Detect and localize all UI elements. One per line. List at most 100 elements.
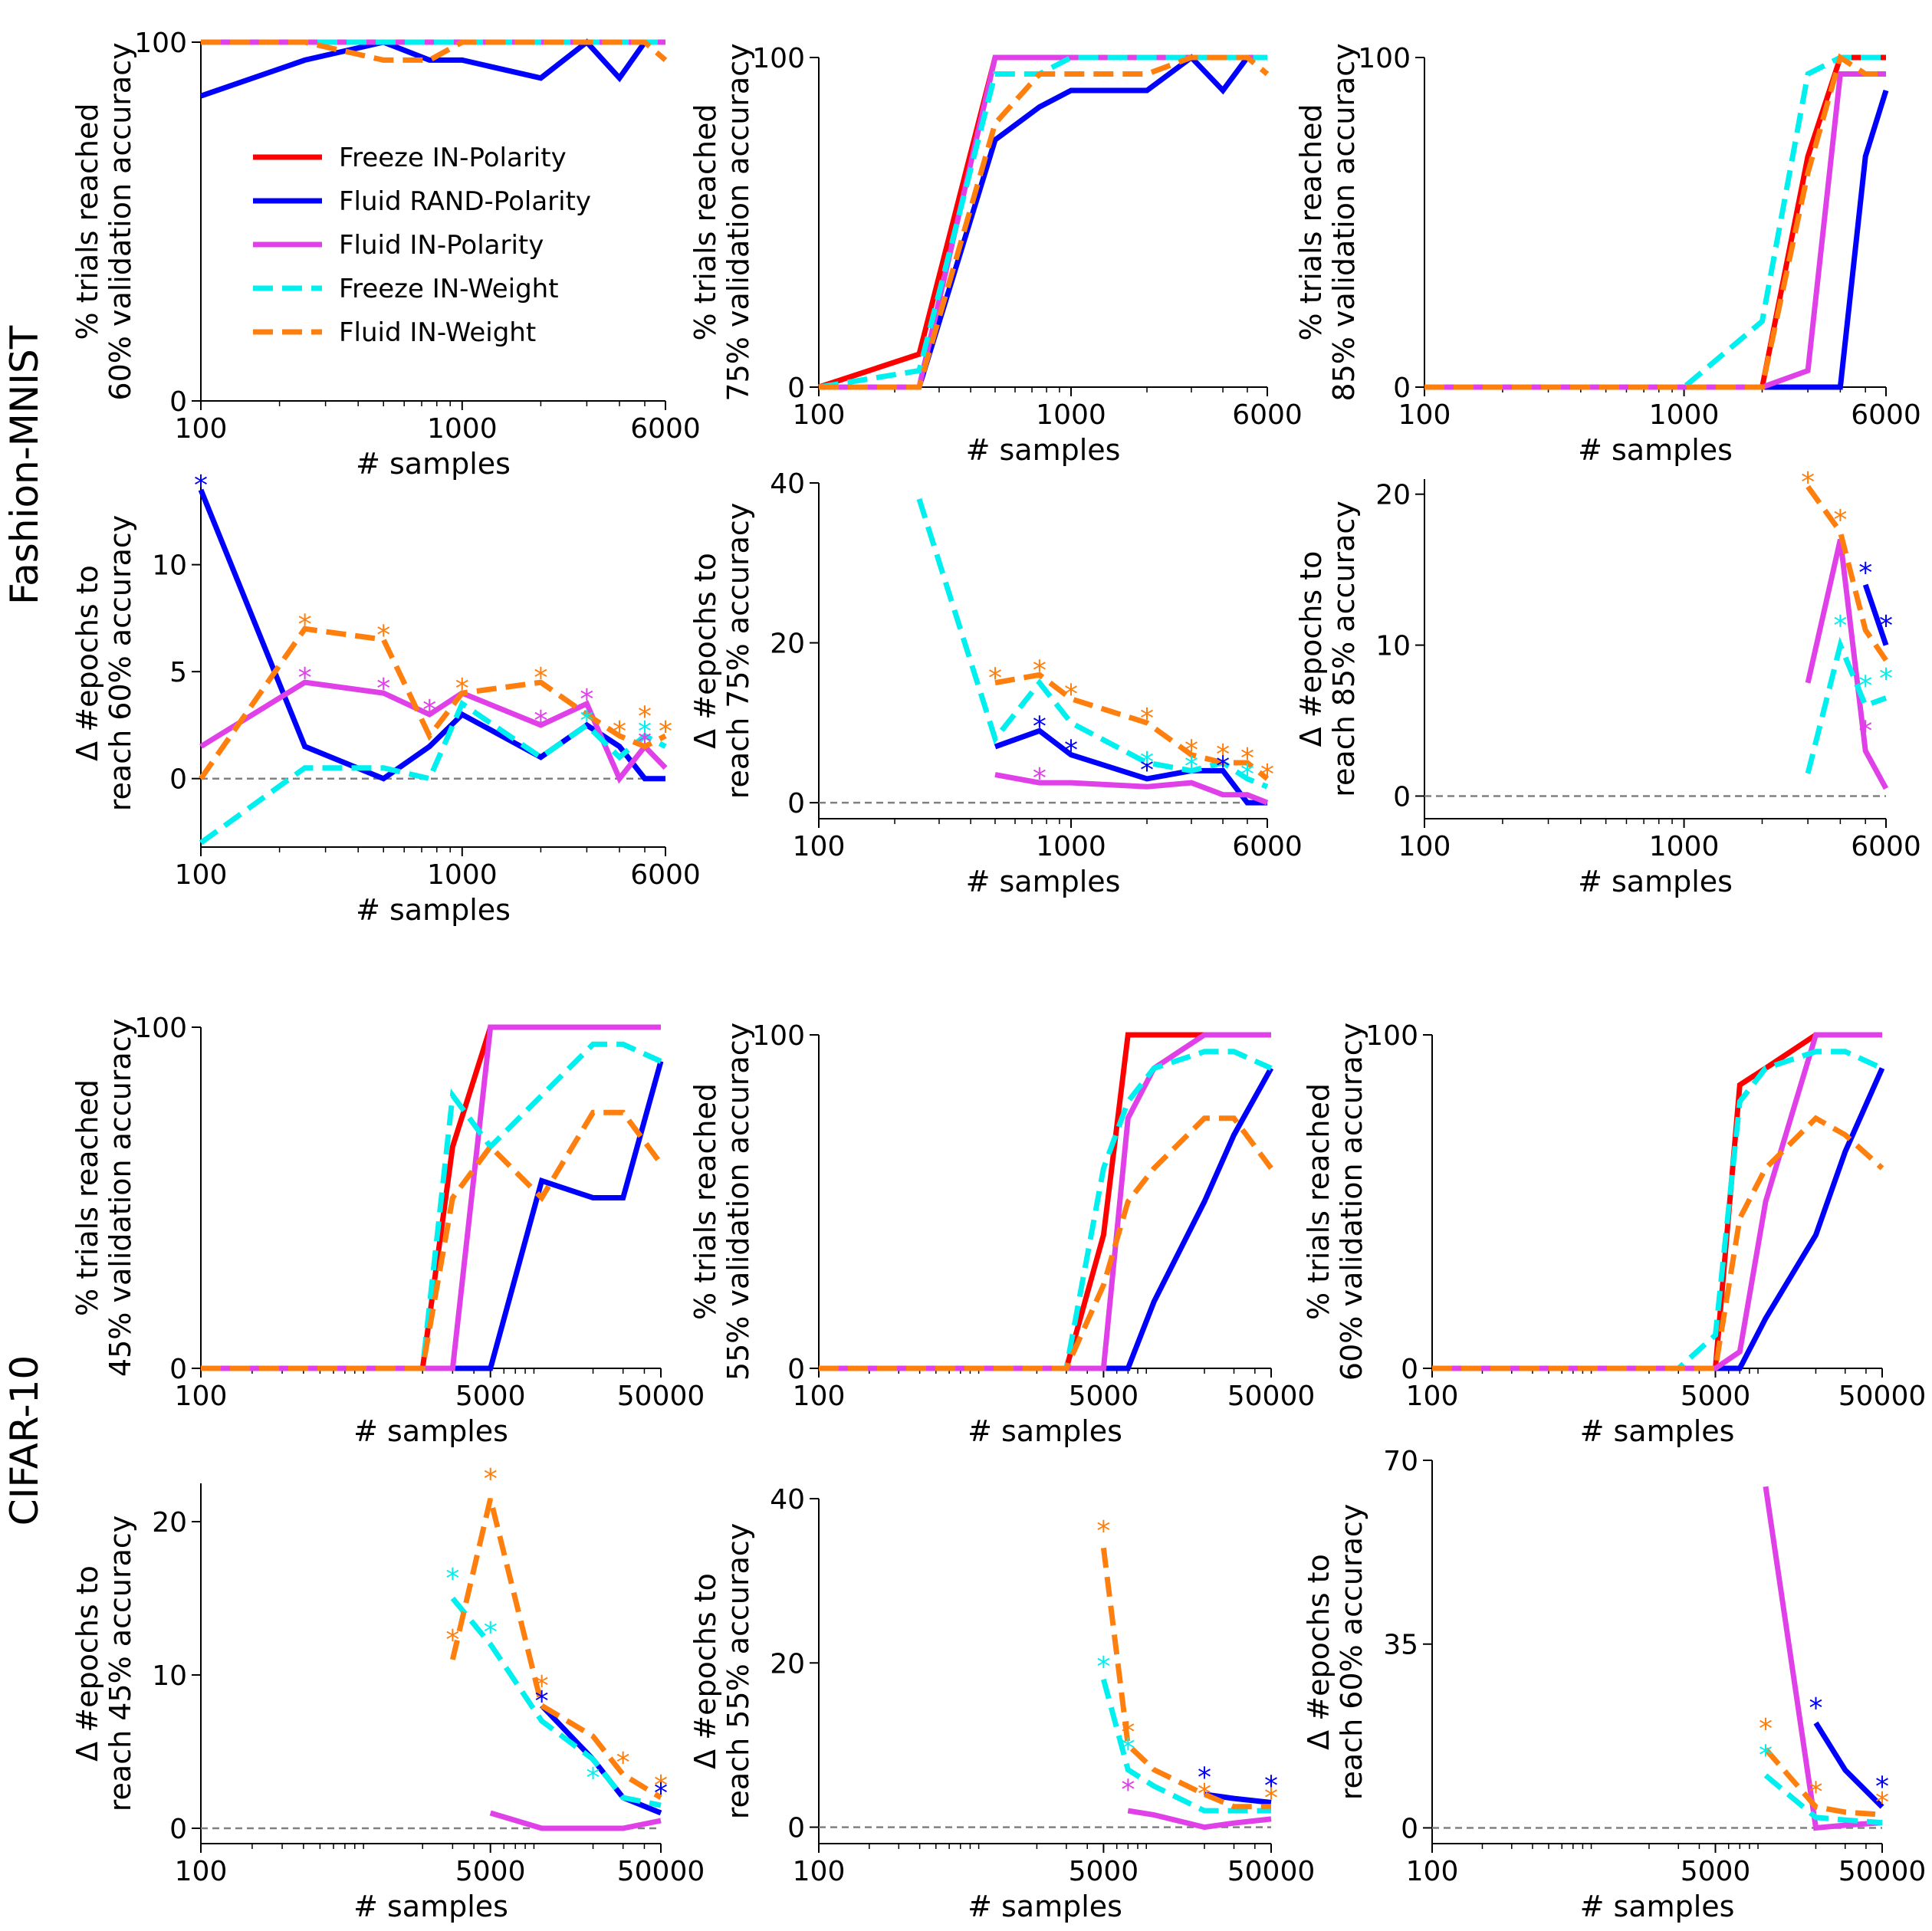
y-axis-label-line1: Δ #epochs to: [688, 553, 722, 749]
significance-star: *: [659, 716, 672, 747]
significance-star: *: [1264, 1770, 1278, 1801]
x-tick-label: 50000: [617, 1381, 705, 1412]
significance-star: *: [484, 1463, 498, 1495]
significance-star: *: [654, 1778, 668, 1809]
series-line-freeze-in-weight: [1101, 1678, 1271, 1814]
significance-star: *: [1216, 739, 1230, 770]
series-line-fluid-rand-polarity: [819, 1066, 1274, 1371]
x-tick-label: 1000: [1036, 831, 1106, 862]
significance-star: *: [1858, 671, 1872, 702]
series-line-fluid-in-polarity: [201, 1024, 661, 1371]
y-tick-label: 0: [787, 788, 805, 819]
significance-star: *: [1121, 1717, 1135, 1749]
significance-star: *: [484, 1617, 498, 1648]
panel-11: 100 5000 50000 0 20 40 # samples Δ #epochs to re…: [688, 1484, 1315, 1923]
significance-star: *: [1198, 1778, 1211, 1810]
y-axis-label-line1: % trials reached: [688, 1083, 722, 1320]
x-tick-label: 5000: [1069, 1381, 1139, 1412]
y-tick-label: 100: [1365, 1020, 1418, 1052]
significance-star: *: [1801, 467, 1815, 498]
significance-star: *: [1875, 1787, 1889, 1818]
x-tick-label: 100: [1406, 1381, 1459, 1412]
significance-star: *: [1759, 1713, 1773, 1745]
x-tick-label: 6000: [630, 859, 701, 891]
x-axis-label: # samples: [968, 1890, 1122, 1923]
y-tick-label: 0: [169, 1814, 187, 1845]
y-tick-label: 0: [169, 764, 187, 796]
x-axis-label: # samples: [1578, 433, 1733, 467]
x-axis-label: # samples: [1580, 1414, 1735, 1448]
y-tick-label: 100: [134, 1013, 187, 1044]
series-line-freeze-in-weight: [819, 1049, 1273, 1371]
significance-star: *: [1260, 759, 1274, 790]
y-tick-label: 20: [770, 1648, 805, 1680]
x-axis-label: # samples: [356, 893, 511, 927]
series-line-fluid-rand-polarity: [1862, 583, 1889, 646]
series-line-fluid-in-weight: [449, 1498, 662, 1800]
significance-star: *: [1096, 1651, 1110, 1683]
x-tick-label: 1000: [427, 413, 498, 445]
series-line-fluid-in-polarity: [489, 1810, 662, 1831]
y-axis-label-line1: Δ #epochs to: [71, 565, 104, 761]
significance-star: *: [586, 1762, 600, 1794]
series-line-fluid-in-weight: [1806, 484, 1888, 662]
x-tick-label: 100: [793, 1381, 846, 1412]
significance-star: *: [1140, 755, 1154, 787]
x-axis-label: # samples: [968, 1414, 1122, 1448]
legend-label-freeze-in-polarity: Freeze IN-Polarity: [339, 143, 567, 173]
y-axis-label-line2: reach 45% accuracy: [104, 1516, 137, 1812]
y-axis-label-line2: reach 55% accuracy: [721, 1523, 755, 1820]
series-line-fluid-in-polarity: [1763, 1486, 1883, 1831]
y-tick-label: 0: [1393, 373, 1411, 404]
x-tick-label: 100: [793, 399, 846, 431]
significance-star: *: [534, 662, 547, 694]
x-axis-label: # samples: [966, 433, 1121, 467]
significance-star: *: [1264, 1782, 1278, 1814]
significance-star: *: [1875, 1772, 1889, 1803]
y-tick-label: 100: [752, 43, 805, 74]
significance-star: *: [1858, 716, 1872, 747]
x-axis-label: # samples: [353, 1414, 508, 1448]
series-line-freeze-in-weight: [201, 1041, 662, 1371]
series-line-freeze-in-polarity: [1424, 54, 1886, 390]
series-line-freeze-in-weight: [199, 699, 667, 846]
y-tick-label: 5: [169, 657, 187, 688]
significance-star: *: [455, 673, 469, 704]
x-tick-label: 6000: [1851, 831, 1921, 862]
y-axis-label-line1: % trials reached: [71, 1079, 104, 1316]
significance-star: *: [1879, 663, 1893, 695]
x-tick-label: 50000: [1838, 1381, 1927, 1412]
y-axis-label-line2: 85% validation accuracy: [1327, 43, 1361, 401]
y-axis-label-line1: Δ #epochs to: [1302, 1554, 1336, 1750]
x-tick-label: 50000: [1227, 1381, 1316, 1412]
series-line-fluid-rand-polarity: [199, 38, 665, 99]
series-line-fluid-in-weight: [201, 39, 668, 63]
y-tick-label: 40: [770, 468, 805, 500]
y-axis-label-line2: 75% validation accuracy: [721, 43, 755, 401]
significance-star: *: [1809, 1693, 1822, 1724]
x-tick-label: 100: [1406, 1856, 1459, 1887]
significance-star: *: [1033, 655, 1046, 686]
series-line-freeze-in-weight: [1424, 54, 1886, 390]
x-tick-label: 6000: [630, 413, 701, 445]
significance-star: *: [422, 695, 436, 726]
y-tick-label: 0: [787, 1354, 805, 1385]
series-line-fluid-in-polarity: [1805, 539, 1889, 790]
series-line-fluid-in-weight: [1763, 1747, 1883, 1818]
x-tick-label: 1000: [427, 859, 498, 891]
x-axis-label: # samples: [356, 447, 511, 481]
x-tick-label: 50000: [1227, 1856, 1316, 1887]
series-line-freeze-in-polarity: [1432, 1032, 1882, 1371]
significance-star: *: [1240, 759, 1254, 790]
y-tick-label: 0: [787, 373, 805, 404]
series-line-fluid-in-polarity: [994, 772, 1269, 806]
x-axis-label: # samples: [966, 865, 1121, 898]
y-axis-label-line1: % trials reached: [1302, 1083, 1336, 1320]
significance-star: *: [194, 470, 208, 501]
panel-12: 100 5000 50000 0 35 70 # samples Δ #epochs to re…: [1302, 1446, 1926, 1923]
legend-label-fluid-rand-polarity: Fluid RAND-Polarity: [339, 186, 591, 217]
series-line-fluid-in-weight: [1424, 53, 1886, 390]
x-tick-label: 1000: [1649, 831, 1720, 862]
